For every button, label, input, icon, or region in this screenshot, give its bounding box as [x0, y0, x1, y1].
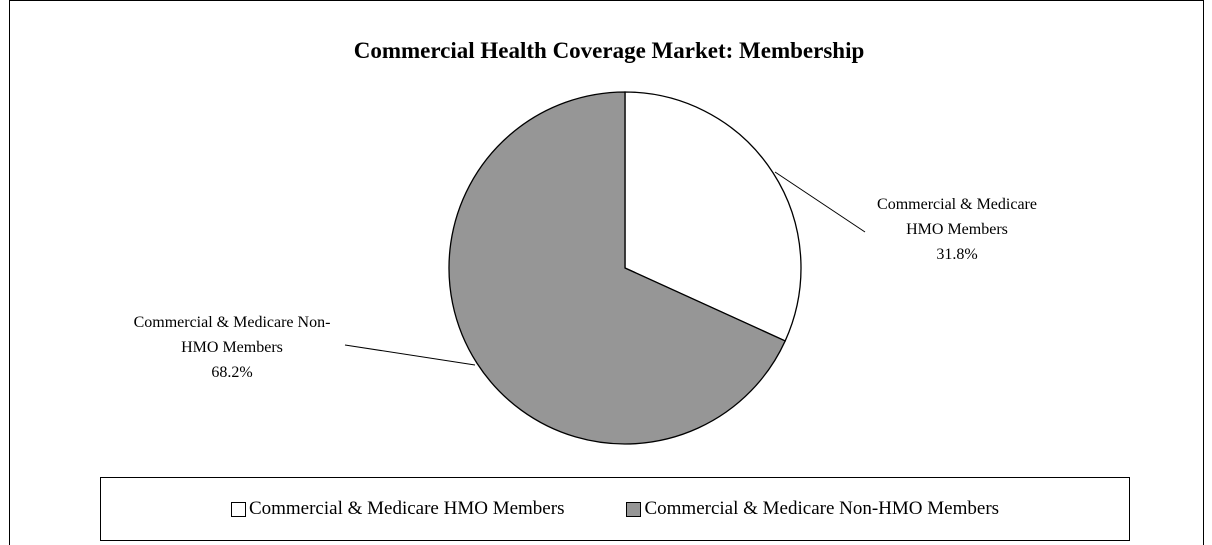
pie: [448, 91, 802, 445]
legend-swatch: [230, 501, 246, 517]
pie-slice: [624, 91, 802, 342]
chart-title: Commercial Health Coverage Market: Membe…: [354, 38, 865, 63]
legend-item: Commercial & Medicare HMO Members: [230, 498, 565, 520]
legend-swatch: [626, 501, 642, 517]
data-label-category: Commercial & Medicare Non-HMO Members: [133, 314, 331, 356]
leader-line: [344, 344, 476, 366]
chart-border: [9, 0, 1204, 545]
data-label-value: 31.8%: [936, 246, 978, 263]
leader-line: [774, 171, 866, 233]
legend-label: Commercial & Medicare HMO Members: [248, 498, 565, 519]
legend-item: Commercial & Medicare Non-HMO Members: [626, 498, 999, 520]
data-label: Commercial & Medicare HMO Members 31.8%: [857, 192, 1057, 267]
data-label-category: Commercial & Medicare HMO Members: [877, 196, 1037, 238]
legend: Commercial & Medicare HMO Members Commerc…: [100, 477, 1130, 541]
data-label: Commercial & Medicare Non-HMO Members 68.…: [132, 310, 332, 385]
legend-label: Commercial & Medicare Non-HMO Members: [644, 498, 1000, 519]
pie-slice: [448, 91, 787, 445]
data-label-value: 68.2%: [211, 364, 253, 381]
